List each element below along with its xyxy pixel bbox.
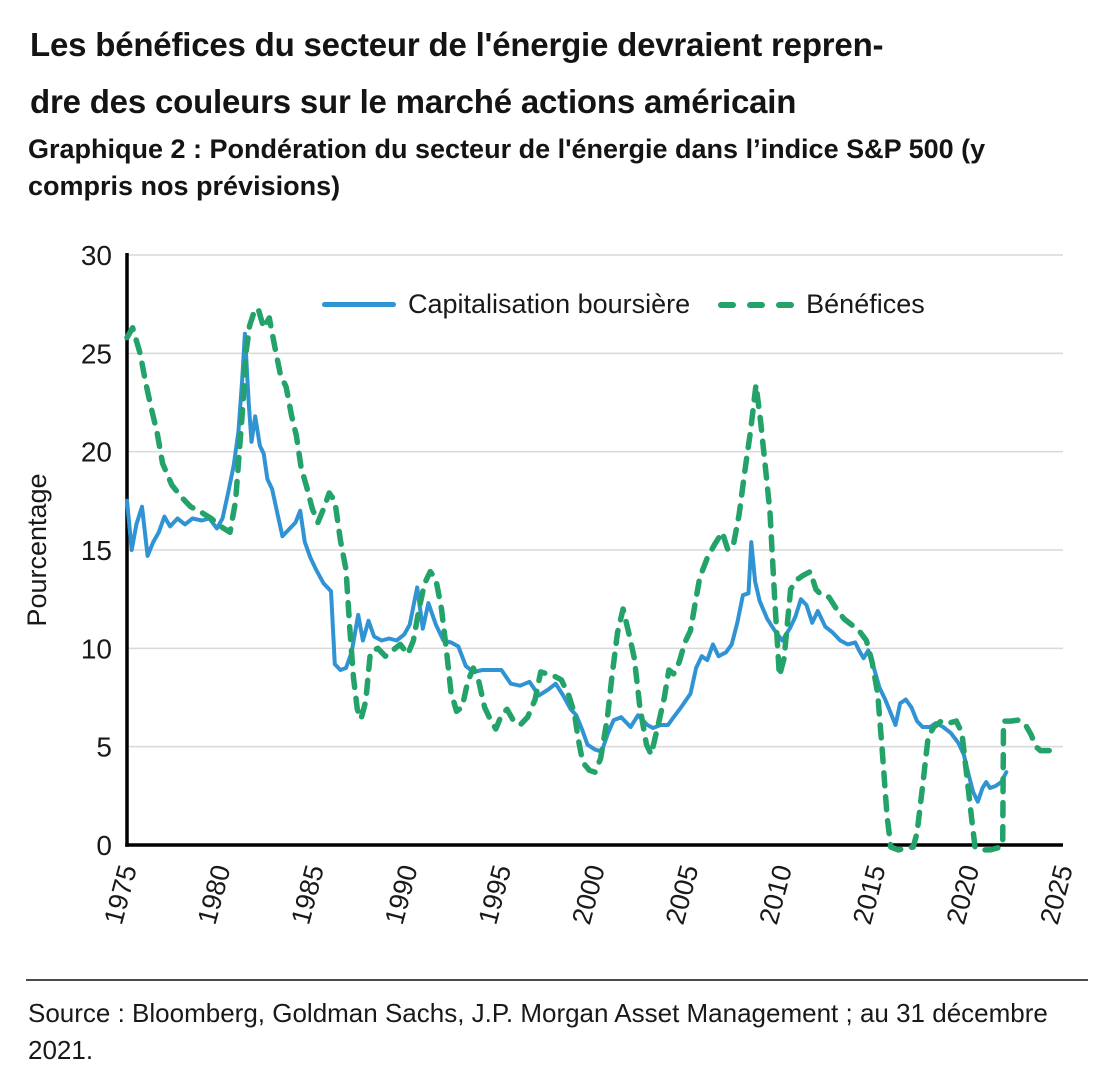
x-tick-label: 2015 [847, 862, 892, 928]
y-tick-label: 10 [81, 633, 112, 664]
x-tick-label: 1975 [98, 862, 143, 928]
x-tick-label: 1985 [285, 862, 330, 928]
y-tick-label: 0 [96, 830, 112, 861]
x-tick-label: 2000 [566, 862, 611, 928]
source-note: Source : Bloomberg, Goldman Sachs, J.P. … [28, 998, 1048, 1065]
legend-item-earnings: Bénéfices [718, 289, 925, 320]
x-tick-label: 1995 [473, 862, 518, 928]
y-tick-label: 5 [96, 732, 112, 763]
dash-segment [776, 301, 795, 308]
dash-segment [718, 301, 737, 308]
market-cap-series-line [125, 331, 1009, 804]
title-line-2: dre des couleurs sur le marché actions a… [30, 83, 797, 120]
market-cap-line-swatch [322, 302, 396, 307]
legend-label-market-cap: Capitalisation boursière [408, 289, 691, 319]
y-tick-label: 30 [81, 240, 112, 271]
y-tick-label: 15 [81, 535, 112, 566]
chart-subtitle: Graphique 2 : Pondération du secteur de … [28, 134, 986, 201]
x-tick-label: 2020 [941, 862, 986, 928]
x-tick-label: 1980 [192, 862, 237, 928]
title-line-1: Les bénéfices du secteur de l'énergie de… [30, 26, 884, 63]
legend-item-market-cap: Capitalisation boursière [322, 289, 690, 320]
y-tick-label: 25 [81, 338, 112, 369]
legend-label-earnings: Bénéfices [806, 289, 925, 319]
y-axis-title: Pourcentage [22, 473, 52, 626]
x-tick-label: 2010 [753, 862, 798, 928]
x-tick-label: 2005 [660, 862, 705, 928]
footer-divider [26, 979, 1088, 981]
page-title: Les bénéfices du secteur de l'énergie de… [30, 16, 884, 130]
x-tick-label: 2025 [1034, 862, 1079, 928]
chart-legend: Capitalisation boursière Bénéfices [322, 289, 925, 320]
earnings-series-line [124, 305, 1061, 853]
y-tick-label: 20 [81, 437, 112, 468]
earnings-dash-swatch [718, 301, 795, 308]
x-tick-label: 1990 [379, 862, 424, 928]
dash-segment [747, 301, 766, 308]
